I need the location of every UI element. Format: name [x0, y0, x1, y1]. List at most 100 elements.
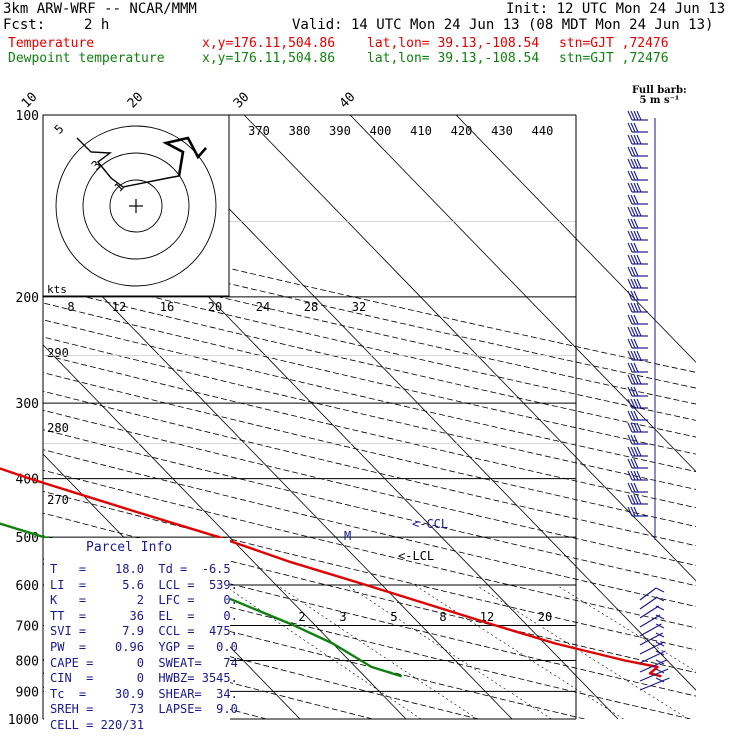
dry-adiabat — [43, 490, 696, 651]
isentrope-label: 390 — [329, 124, 351, 138]
wind-barb-flag — [633, 122, 639, 133]
dry-adiabat — [43, 512, 696, 674]
wind-barb-flag — [636, 254, 642, 265]
hodograph-speed-label: 12 — [112, 300, 126, 314]
isentrope-label: 430 — [491, 124, 513, 138]
wind-barb-flag — [627, 206, 633, 217]
wind-barb-flag — [630, 422, 636, 433]
lcl-label: <-LCL — [398, 549, 434, 563]
wind-barb-flag — [627, 422, 633, 433]
dry-adiabat — [43, 429, 696, 587]
mixing-ratio-label: 5 — [390, 610, 397, 624]
wind-barb-flag — [636, 422, 642, 433]
full-barb-legend-line1: Full barb: — [632, 85, 687, 96]
wind-barb — [639, 614, 665, 628]
wind-barb-flag — [636, 350, 642, 361]
wind-barb-flag — [630, 254, 636, 265]
parcel-info-row: T = 18.0 Td = -6.5 — [50, 562, 231, 576]
wind-barb-flag — [655, 668, 665, 674]
wind-barb-flag — [627, 278, 633, 289]
isotherm — [43, 234, 513, 719]
wind-barb-flag — [633, 134, 639, 145]
wind-barb-flag — [636, 230, 642, 241]
isentrope-label: 410 — [410, 124, 432, 138]
wind-barb — [627, 506, 648, 517]
wind-barb — [627, 230, 648, 241]
wind-barb-flag — [630, 134, 636, 145]
wind-barb-flag — [630, 398, 636, 409]
wind-barb-shaft — [639, 650, 666, 664]
wind-barb — [627, 482, 648, 493]
wind-barb-flag — [627, 122, 633, 133]
wind-barb-flag — [630, 242, 636, 253]
wind-barb-flag — [627, 374, 633, 385]
isotherm — [243, 115, 696, 582]
wind-barb-flag — [633, 254, 639, 265]
wind-barb-flag — [636, 110, 642, 121]
wind-barb-flag — [630, 410, 636, 421]
wind-barb-flag — [627, 302, 633, 313]
temperature-line — [0, 467, 662, 678]
wind-barb-flag — [655, 587, 665, 593]
parcel-info-row: TT = 36 EL = 0. — [50, 608, 238, 623]
pressure-tick-label: 800 — [16, 654, 39, 669]
wind-barb-flag — [630, 266, 636, 277]
wind-barb-flag — [630, 326, 636, 337]
wind-barb — [627, 206, 648, 217]
wind-barb-flag — [627, 110, 633, 121]
parcel-info-row: K = 2 LFC = 0. — [50, 593, 238, 608]
wind-barb — [627, 458, 648, 469]
wind-barb — [627, 302, 648, 313]
wind-barb-flag — [627, 146, 633, 157]
wind-barb-flag — [633, 422, 639, 433]
wind-barb-flag — [633, 314, 639, 325]
wind-barb — [627, 446, 648, 457]
wind-barb — [627, 278, 648, 289]
wind-barb-flag — [636, 326, 642, 337]
isentrope-label: 370 — [248, 124, 270, 138]
wind-barb-flag — [636, 134, 642, 145]
wind-barb-flag — [633, 110, 639, 121]
wind-barb-flag — [636, 446, 642, 457]
wind-barb-flag — [633, 398, 639, 409]
wind-barb — [639, 623, 665, 637]
wind-barb-flag — [627, 170, 633, 181]
parcel-info-row: Tc = 30.9 SHEAR= 34. — [50, 686, 238, 701]
temperature-legend-label: Temperature — [8, 36, 95, 51]
mixing-ratio-line — [223, 584, 422, 719]
mixing-ratio-line — [556, 584, 696, 672]
wind-barb-flag — [630, 110, 636, 121]
pressure-tick-label: 300 — [16, 397, 39, 412]
parcel-info-row: CIN = 0 HWBZ= 3545. — [50, 671, 238, 686]
wind-barb-flag — [627, 254, 633, 265]
wind-barb — [627, 218, 648, 229]
wind-barb-flag — [630, 386, 636, 397]
wind-barb-flag — [655, 632, 665, 638]
wind-barb-flag — [655, 614, 665, 620]
wind-barb — [639, 668, 669, 682]
hodograph-ring — [82, 152, 190, 260]
wind-barb-flag — [636, 302, 642, 313]
wind-barb-flag — [633, 446, 639, 457]
parcel-info-row: CAPE = 0 SWEAT= 74 — [50, 655, 238, 670]
wind-barb-flag — [627, 446, 633, 457]
wind-barb — [639, 677, 670, 691]
wind-barb — [627, 158, 648, 169]
wind-barb-flag — [655, 650, 665, 656]
wind-barb — [627, 182, 648, 193]
wind-barb-flag — [627, 506, 633, 517]
parcel-info-title: Parcel Info — [86, 540, 173, 555]
wind-barb-flag — [633, 230, 639, 241]
wind-barb — [627, 350, 648, 361]
wind-barb-flag — [633, 470, 639, 481]
wind-barb-flag — [627, 326, 633, 337]
wind-barb — [627, 134, 648, 145]
dewpoint-latlon: lat,lon= 39.13,-108.54 — [367, 51, 540, 66]
wind-barb — [639, 632, 665, 646]
isotherm — [137, 115, 696, 691]
wind-barb-flag — [633, 170, 639, 181]
init-time: Init: 12 UTC Mon 24 Jun 13 — [506, 1, 726, 17]
wind-barb-flag — [633, 434, 639, 445]
dewpoint-line — [0, 522, 403, 678]
